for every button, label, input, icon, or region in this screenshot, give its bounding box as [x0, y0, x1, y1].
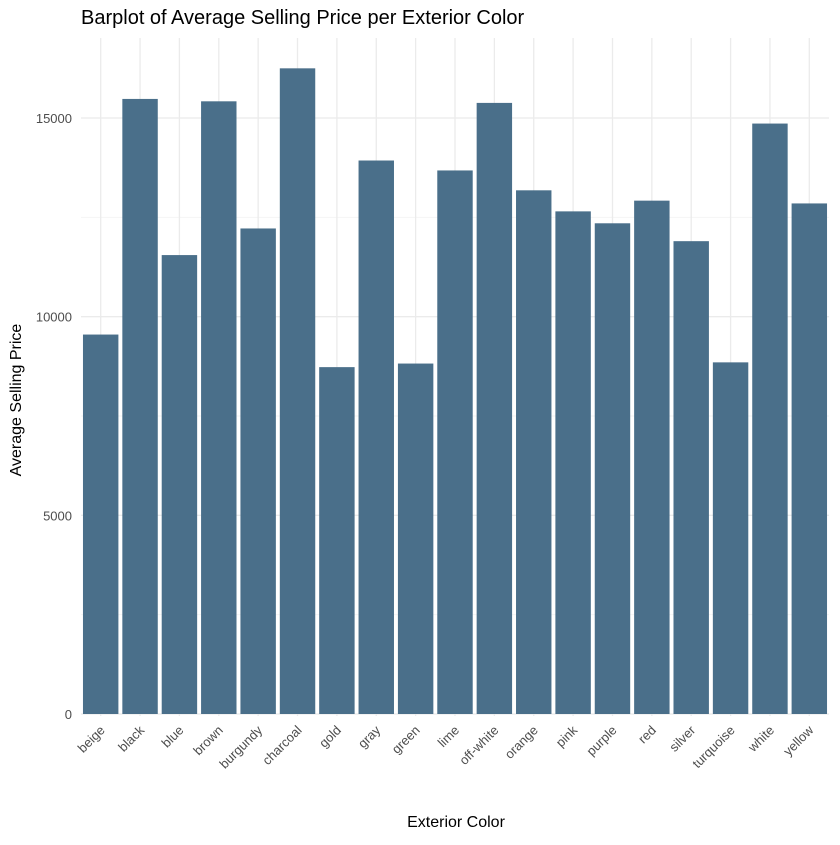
x-tick-label: purple — [583, 723, 619, 759]
x-tick-label: yellow — [780, 722, 817, 759]
x-axis-title: Exterior Color — [407, 814, 505, 831]
bar-gold — [319, 367, 355, 714]
y-tick-label: 5000 — [43, 508, 72, 523]
x-tick-label: lime — [435, 723, 462, 750]
y-tick-label: 10000 — [36, 310, 72, 325]
bar-turquoise — [712, 362, 749, 714]
bar-yellow — [791, 203, 828, 714]
bars — [82, 68, 828, 715]
bar-lime — [437, 170, 473, 714]
x-tick-label: silver — [666, 722, 699, 755]
x-tick-label: orange — [502, 723, 541, 762]
bar-brown — [201, 101, 237, 714]
bar-green — [397, 363, 434, 714]
bar-purple — [594, 223, 631, 715]
y-axis-ticks: 0 5000 10000 15000 — [36, 111, 72, 722]
bar-orange — [516, 190, 552, 714]
x-tick-label: black — [115, 722, 147, 754]
bar-silver — [673, 241, 709, 715]
bar-charcoal — [279, 68, 316, 714]
bar-pink — [555, 211, 591, 714]
x-tick-label: green — [389, 723, 423, 757]
bar-white — [752, 123, 788, 714]
bar-black — [122, 98, 158, 715]
x-tick-label: charcoal — [259, 722, 304, 767]
bar-blue — [161, 255, 198, 714]
bar-red — [634, 200, 670, 714]
bar-burgundy — [240, 228, 276, 714]
bar-off-white — [476, 102, 513, 714]
x-tick-label: gold — [316, 723, 344, 751]
y-tick-label: 15000 — [36, 111, 72, 126]
x-tick-label: white — [744, 723, 777, 756]
y-tick-label: 0 — [65, 707, 72, 722]
y-axis-title: Average Selling Price — [8, 324, 25, 477]
x-tick-label: off-white — [456, 723, 501, 768]
chart-title: Barplot of Average Selling Price per Ext… — [81, 7, 525, 29]
x-tick-label: beige — [75, 723, 108, 756]
x-tick-label: brown — [190, 723, 226, 759]
x-tick-label: gray — [355, 722, 384, 751]
x-tick-label: blue — [159, 723, 187, 751]
bar-beige — [82, 334, 119, 714]
x-tick-label: turquoise — [689, 723, 737, 771]
x-tick-label: red — [635, 723, 659, 747]
x-tick-label: pink — [553, 722, 581, 750]
x-tick-label: burgundy — [216, 722, 265, 771]
bar-gray — [358, 160, 394, 714]
